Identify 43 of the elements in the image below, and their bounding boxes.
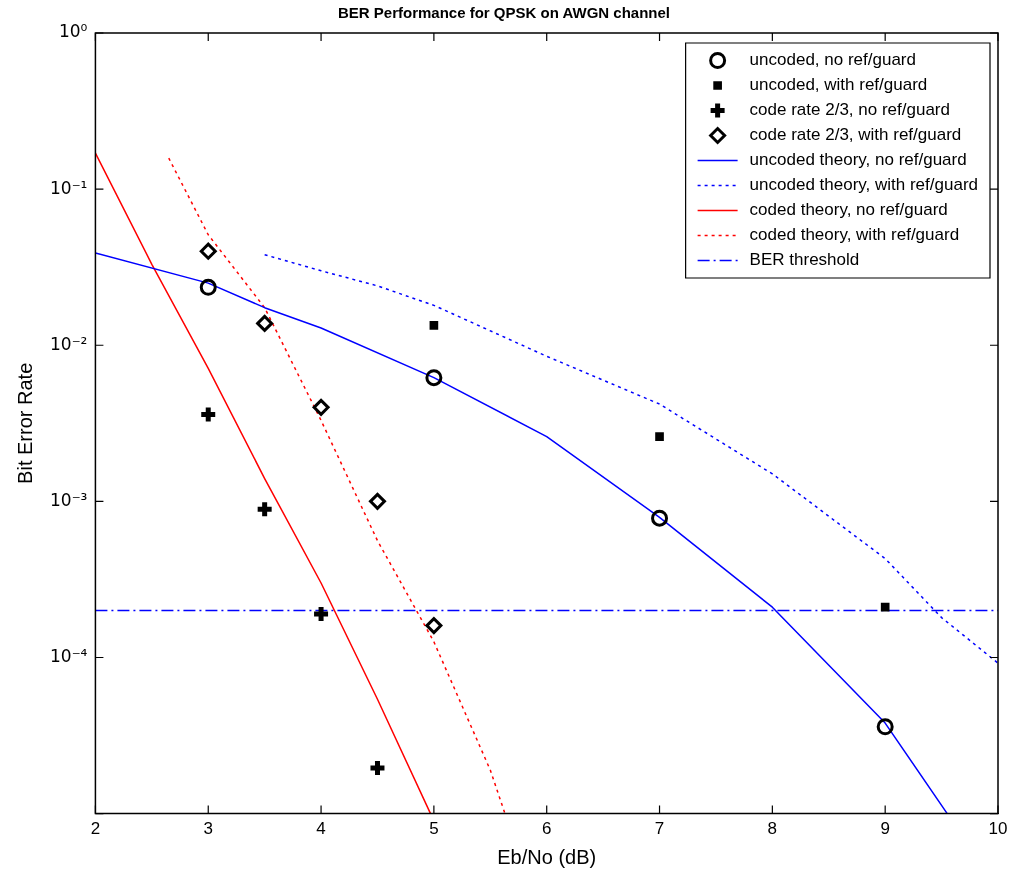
x-tick-label: 3: [203, 819, 213, 839]
legend-label: uncoded, with ref/guard: [749, 75, 928, 95]
point: [198, 405, 218, 425]
legend-label: coded theory, with ref/guard: [749, 225, 960, 245]
legend-label: code rate 2/3, no ref/guard: [749, 100, 950, 120]
point: [651, 509, 669, 527]
point: [312, 398, 330, 416]
x-tick-label: 2: [90, 819, 101, 839]
chart-title: BER Performance for QPSK on AWGN channel: [338, 4, 670, 22]
legend-label: uncoded theory, no ref/guard: [749, 150, 967, 170]
point: [876, 718, 894, 736]
x-tick-label: 9: [880, 819, 890, 839]
legend-label: BER threshold: [749, 250, 860, 270]
x-tick-label: 7: [654, 819, 665, 839]
point: [199, 278, 217, 296]
point: [367, 758, 387, 778]
point: [256, 314, 274, 332]
line-series: [168, 157, 506, 814]
point: [425, 369, 443, 387]
point: [425, 617, 443, 635]
y-tick-label: 10⁻²: [50, 333, 88, 354]
legend-label: code rate 2/3, with ref/guard: [749, 125, 962, 145]
point: [368, 492, 386, 510]
point: [255, 499, 275, 519]
legend-label: coded theory, no ref/guard: [749, 200, 948, 220]
point: [311, 604, 331, 624]
point: [199, 242, 217, 260]
legend-label: uncoded, no ref/guard: [749, 50, 916, 70]
y-tick-label: 10⁻⁴: [50, 645, 88, 666]
x-tick-label: 4: [316, 819, 326, 839]
y-tick-label: 10⁰: [58, 21, 88, 42]
x-axis-title: Eb/No (dB): [497, 845, 597, 868]
y-tick-label: 10⁻³: [50, 489, 88, 510]
y-tick-label: 10⁻¹: [50, 177, 88, 198]
point: [880, 602, 890, 612]
x-tick-label: 8: [767, 819, 778, 839]
point: [655, 432, 664, 441]
point: [429, 321, 439, 330]
x-tick-label: 10: [988, 819, 1008, 839]
legend-label: uncoded theory, with ref/guard: [749, 175, 979, 195]
x-tick-label: 5: [429, 819, 439, 839]
y-axis-title: Bit Error Rate: [13, 362, 36, 484]
x-tick-label: 6: [541, 819, 552, 839]
